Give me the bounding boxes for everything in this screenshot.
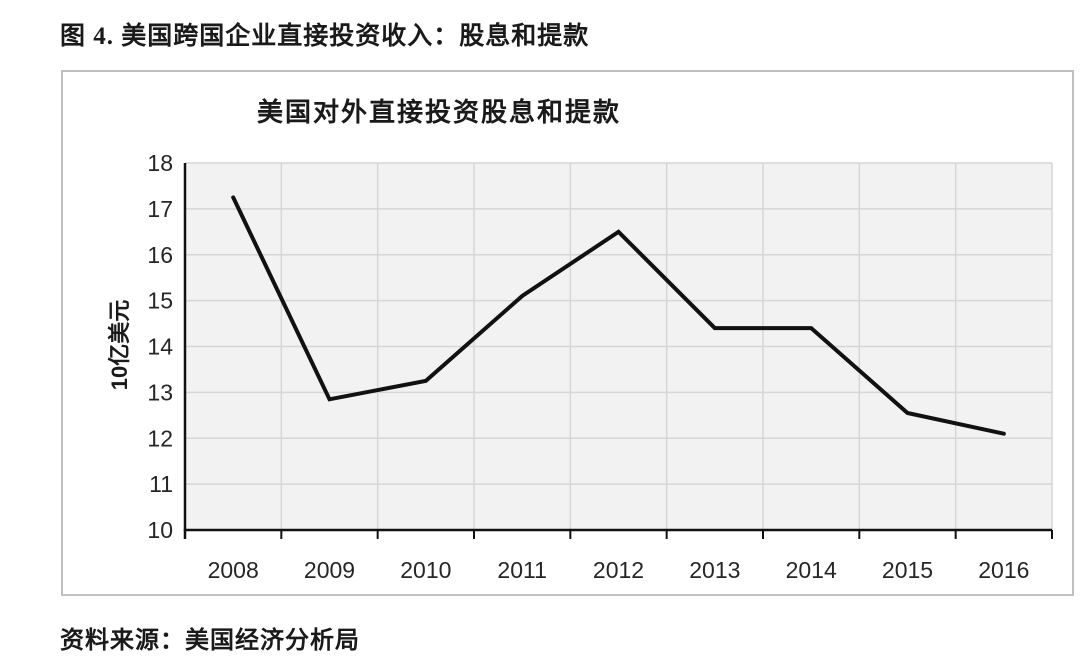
- x-tick-label: 2010: [400, 557, 451, 583]
- x-tick-label: 2009: [304, 557, 355, 583]
- x-tick-label: 2011: [497, 557, 546, 583]
- chart-title: 美国对外直接投资股息和提款: [256, 98, 621, 127]
- y-tick-label: 16: [147, 242, 173, 268]
- y-tick-label: 12: [147, 425, 173, 451]
- line-chart: 10 11 12 13 14 15 16 17 18 2008 2009 2010 2011 2012 20…: [147, 150, 1053, 583]
- y-tick-label: 11: [149, 471, 173, 497]
- x-tick-label: 2015: [882, 557, 933, 583]
- y-axis-title: 10亿美元: [107, 299, 132, 391]
- y-tick-label: 15: [147, 288, 173, 314]
- x-tick-label: 2008: [208, 557, 259, 583]
- x-tick-label: 2013: [689, 557, 740, 583]
- y-tick-label: 18: [147, 150, 173, 176]
- x-tick-label: 2016: [978, 557, 1029, 583]
- x-tick-label: 2014: [786, 557, 837, 583]
- y-tick-label: 10: [147, 517, 173, 543]
- y-tick-label: 13: [147, 379, 173, 405]
- x-tick-label: 2012: [593, 557, 644, 583]
- data-series-line: [231, 195, 1006, 436]
- chart-container: 美国对外直接投资股息和提款 10亿美元 10 11 12 13 14 15 16 17 18 20…: [61, 70, 1074, 596]
- y-tick-label: 14: [147, 334, 173, 360]
- figure-caption: 图 4. 美国跨国企业直接投资收入：股息和提款: [60, 23, 590, 50]
- y-tick-label: 17: [147, 196, 173, 222]
- source-note: 资料来源：美国经济分析局: [60, 628, 360, 654]
